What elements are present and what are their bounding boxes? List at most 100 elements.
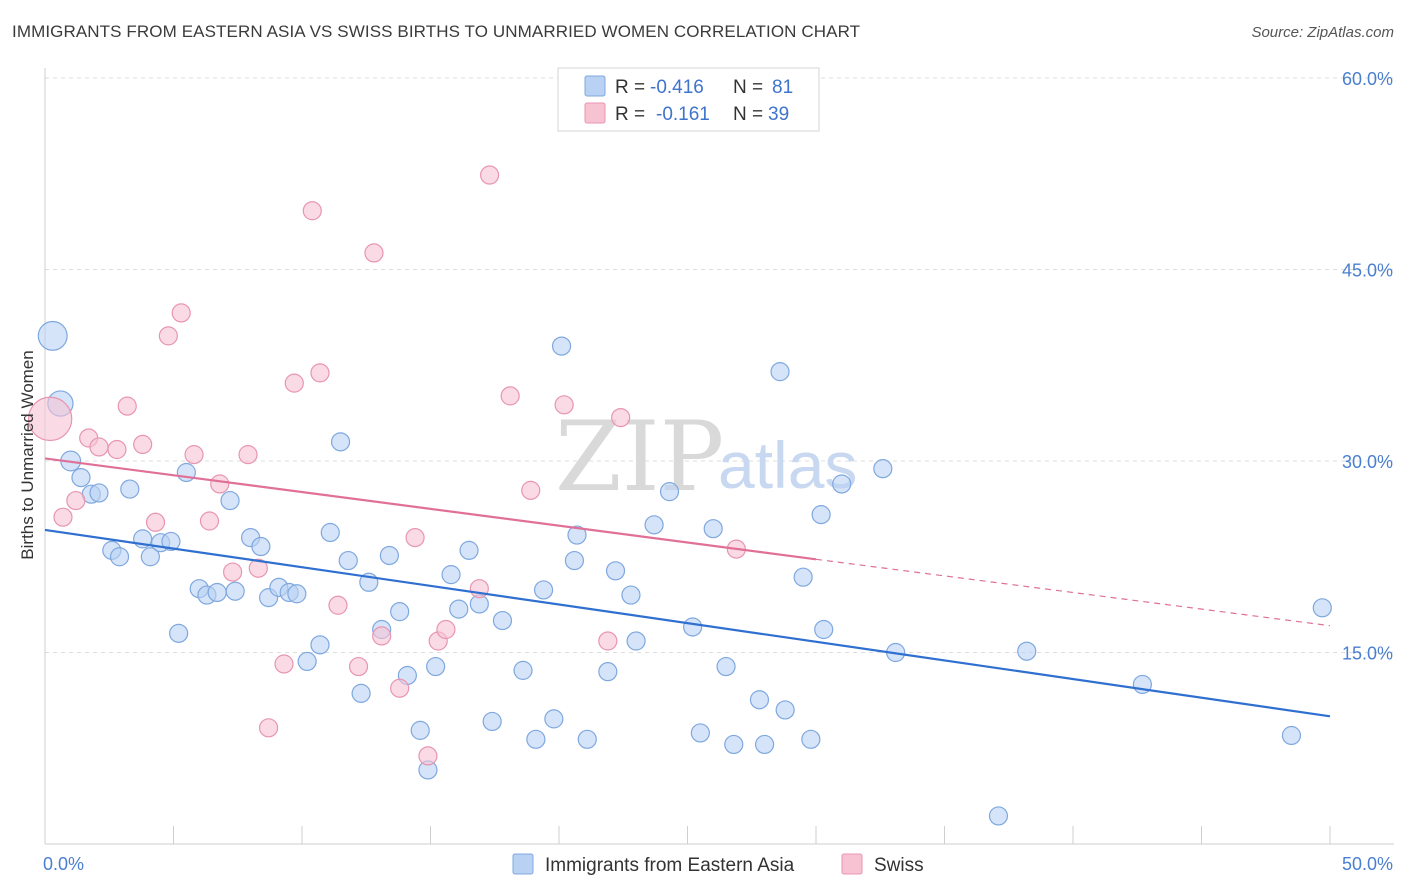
legend-swatch-pink — [584, 102, 606, 124]
point-blue-53 — [577, 729, 597, 749]
point-pink-20 — [302, 201, 322, 221]
point-pink-32 — [480, 165, 500, 185]
point-blue-31 — [351, 683, 371, 703]
point-blue-26 — [297, 651, 317, 672]
trend-lines — [44, 457, 1331, 718]
point-pink-26 — [390, 678, 410, 698]
point-pink-13 — [210, 474, 230, 494]
legend-swatch-blue — [584, 75, 606, 97]
point-pink-5 — [107, 439, 127, 460]
watermark-zip: ZIP — [555, 401, 724, 513]
point-blue-0 — [37, 320, 68, 351]
point-blue-80 — [1312, 598, 1332, 618]
point-blue-61 — [690, 723, 710, 743]
watermark: ZIP atlas — [555, 401, 857, 513]
point-blue-70 — [801, 729, 821, 749]
point-blue-18 — [220, 490, 240, 511]
trend-line-blue — [44, 528, 1331, 718]
chart-source: Source: ZipAtlas.com — [1251, 24, 1394, 41]
point-pink-8 — [145, 512, 166, 532]
point-pink-25 — [372, 626, 392, 646]
point-pink-14 — [223, 562, 243, 582]
point-blue-35 — [390, 602, 410, 622]
point-pink-31 — [469, 579, 489, 599]
point-pink-34 — [521, 480, 541, 500]
point-blue-17 — [207, 582, 227, 603]
point-blue-65 — [749, 690, 770, 710]
point-blue-3 — [71, 467, 91, 488]
chart-title: IMMIGRANTS FROM EASTERN ASIA VS SWISS BI… — [12, 22, 861, 41]
point-blue-39 — [426, 656, 446, 677]
point-blue-21 — [251, 536, 271, 557]
point-pink-16 — [248, 558, 268, 578]
point-blue-62 — [703, 519, 723, 539]
y-tick-label-2: 45.0% — [1342, 261, 1393, 281]
series-legend-label-pink: Swiss — [874, 855, 924, 876]
point-blue-29 — [330, 432, 351, 452]
legend-r-label-pink: R = — [615, 104, 645, 125]
x-tick-label-1: 50.0% — [1342, 854, 1393, 874]
legend-n-value-blue: 81 — [772, 77, 793, 98]
point-pink-12 — [199, 511, 220, 531]
point-blue-49 — [544, 709, 564, 729]
point-pink-0 — [27, 396, 73, 442]
point-blue-72 — [814, 619, 834, 640]
trend-line-pink-extension — [815, 558, 1331, 627]
point-blue-47 — [526, 729, 546, 749]
point-blue-10 — [140, 547, 160, 567]
point-pink-30 — [436, 619, 456, 640]
point-blue-13 — [169, 623, 189, 643]
point-blue-58 — [644, 515, 664, 535]
point-pink-6 — [117, 396, 137, 416]
point-blue-73 — [832, 474, 852, 494]
y-tick-label-0: 15.0% — [1342, 644, 1393, 664]
point-pink-9 — [158, 326, 178, 346]
point-blue-57 — [626, 631, 646, 651]
point-blue-40 — [441, 565, 461, 585]
point-blue-67 — [770, 362, 790, 382]
point-blue-76 — [988, 806, 1009, 826]
point-blue-41 — [449, 599, 469, 619]
point-blue-50 — [551, 336, 572, 356]
point-blue-66 — [754, 734, 775, 755]
point-pink-28 — [418, 746, 438, 766]
point-pink-18 — [274, 654, 294, 674]
series-legend-swatch-pink — [841, 853, 863, 875]
point-blue-59 — [659, 482, 680, 502]
legend-r-value-blue: -0.416 — [650, 77, 704, 98]
point-pink-1 — [53, 507, 73, 527]
stats-legend: R = -0.416 N = 81 R = -0.161 N = 39 — [557, 67, 820, 132]
point-blue-5 — [89, 483, 109, 503]
y-axis-title: Births to Unmarried Women — [18, 350, 37, 559]
point-blue-74 — [873, 459, 893, 479]
point-pink-19 — [284, 373, 304, 393]
legend-r-label-blue: R = — [615, 77, 645, 98]
y-tick-label-1: 30.0% — [1342, 452, 1393, 472]
point-pink-7 — [133, 434, 153, 455]
data-points — [27, 165, 1332, 826]
trend-line-pink — [44, 457, 817, 561]
point-pink-11 — [184, 445, 204, 465]
point-blue-28 — [320, 522, 340, 543]
point-pink-24 — [364, 243, 384, 263]
point-blue-44 — [482, 711, 502, 732]
series-legend: Immigrants from Eastern Asia Swiss — [512, 853, 924, 876]
point-pink-27 — [405, 527, 425, 548]
point-pink-4 — [89, 437, 109, 457]
axes — [44, 68, 1394, 845]
point-blue-63 — [716, 656, 736, 677]
point-pink-22 — [328, 595, 348, 615]
point-blue-8 — [120, 479, 140, 499]
point-blue-64 — [724, 734, 744, 755]
point-blue-45 — [492, 610, 513, 631]
point-blue-77 — [1017, 641, 1037, 661]
point-blue-37 — [410, 720, 430, 740]
point-pink-37 — [611, 407, 631, 428]
point-blue-60 — [683, 617, 703, 637]
point-pink-23 — [348, 656, 369, 677]
point-blue-48 — [533, 580, 554, 600]
y-tick-labels: 15.0% 30.0% 45.0% 60.0% — [1342, 69, 1393, 664]
gridlines — [45, 77, 1394, 653]
x-tick-labels: 0.0% 50.0% — [43, 854, 1393, 874]
